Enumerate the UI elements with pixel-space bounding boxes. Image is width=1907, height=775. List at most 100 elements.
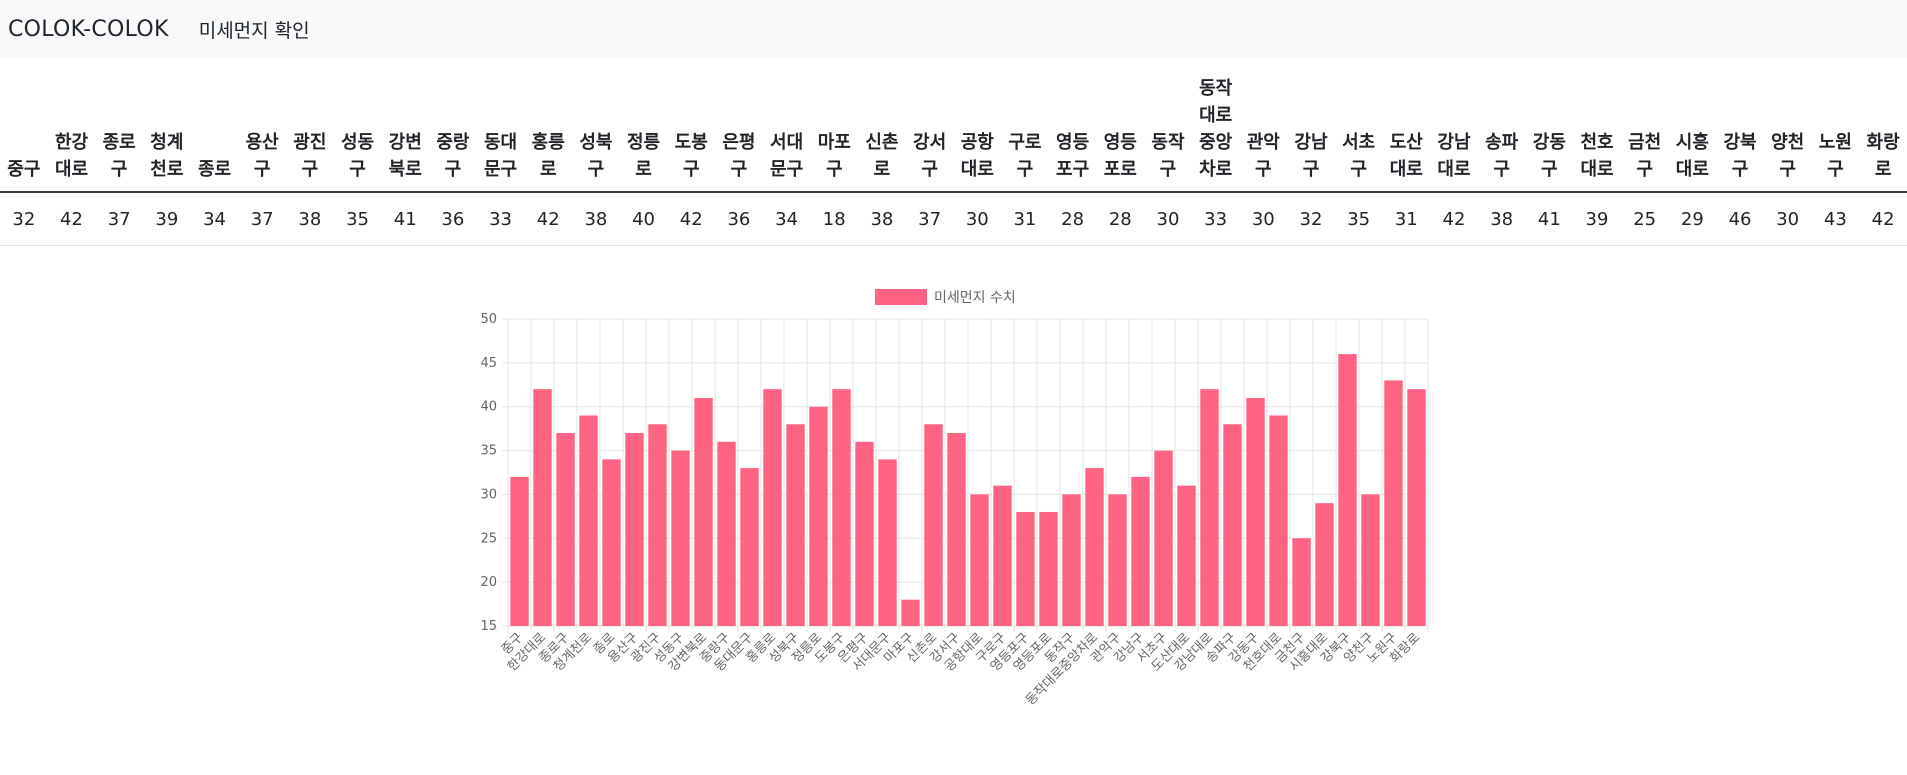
table-cell: 42 [1430,192,1478,246]
y-tick-label: 15 [480,619,497,634]
column-header: 구로구 [1001,58,1049,193]
column-header: 마포구 [810,58,859,193]
table-cell: 25 [1620,192,1669,246]
column-header: 홍릉로 [524,58,573,193]
column-header: 송파구 [1477,58,1526,193]
bar [648,424,667,626]
column-header: 종로구 [95,58,144,193]
bar [1131,476,1150,626]
bar [878,459,897,626]
dust-table-container: 중구 한강대로 종로구 청계천로 종로 용산구 광진구 성동구 강변북로 중랑구 동대문구 홍릉로 성북… [0,58,1907,246]
bar [786,424,805,626]
column-header: 신촌로 [858,58,906,193]
column-header: 강남구 [1287,58,1335,193]
bar [602,459,621,626]
navbar: COLOK-COLOK 미세먼지 확인 [0,0,1907,58]
table-cell: 43 [1811,192,1860,246]
bar [1361,494,1380,626]
column-header: 중랑구 [429,58,477,193]
column-header: 성동구 [333,58,382,193]
column-header: 금천구 [1620,58,1669,193]
bar [1315,503,1334,626]
bar [947,433,966,626]
bar [993,485,1012,626]
y-tick-label: 40 [480,400,497,415]
table-cell: 42 [524,192,573,246]
column-header: 공항대로 [953,58,1002,193]
column-header: 노원구 [1811,58,1860,193]
column-header: 중구 [0,58,48,193]
column-header: 용산구 [238,58,287,193]
bar [901,599,920,626]
column-header: 영등포구 [1048,58,1097,193]
table-cell: 30 [953,192,1002,246]
bar [809,406,828,626]
column-header: 정릉로 [619,58,668,193]
nav-link-dust-check[interactable]: 미세먼지 확인 [198,19,310,42]
bar [671,450,690,626]
table-cell: 28 [1096,192,1145,246]
bar [1085,468,1104,626]
bar [1223,424,1242,626]
bar [740,468,759,626]
y-tick-label: 30 [480,487,497,502]
column-header: 영등포로 [1096,58,1145,193]
table-cell: 33 [1191,192,1240,246]
bar [1154,450,1173,626]
legend-label: 미세먼지 수치 [934,290,1016,306]
column-header: 시흥대로 [1668,58,1717,193]
bar [556,433,575,626]
column-header: 한강대로 [47,58,96,193]
column-header: 동대문구 [476,58,525,193]
brand-link[interactable]: COLOK-COLOK [8,16,169,42]
bar-chart-svg: 미세먼지 수치1520253035404550중구한강대로종로구청계천로종로용산… [480,289,1429,708]
bar [924,424,943,626]
column-header: 강남대로 [1430,58,1478,193]
table-cell: 30 [1144,192,1192,246]
column-header: 천호대로 [1573,58,1621,193]
table-cell: 42 [47,192,96,246]
dust-table: 중구 한강대로 종로구 청계천로 종로 용산구 광진구 성동구 강변북로 중랑구 동대문구 홍릉로 성북… [0,58,1907,246]
table-cell: 37 [238,192,287,246]
table-cell: 31 [1001,192,1049,246]
y-tick-label: 20 [480,575,497,590]
table-row: 32 42 37 39 34 37 38 35 41 36 33 42 38 40 42 36 34 18 38 37… [0,192,1907,246]
bar [1246,397,1265,626]
table-cell: 30 [1239,192,1288,246]
table-cell: 32 [0,192,48,246]
y-tick-label: 25 [480,531,497,546]
bar [1062,494,1081,626]
column-header: 강변북로 [381,58,430,193]
table-cell: 36 [715,192,763,246]
table-cell: 34 [190,192,239,246]
bar [1384,380,1403,626]
bar [533,389,552,626]
table-cell: 34 [762,192,811,246]
bar [579,415,598,626]
y-tick-label: 45 [480,356,497,371]
column-header: 화랑로 [1859,58,1907,193]
table-cell: 30 [1763,192,1812,246]
table-cell: 38 [1477,192,1526,246]
table-cell: 31 [1382,192,1431,246]
column-header: 강서구 [905,58,954,193]
column-header: 동작구 [1144,58,1192,193]
table-cell: 32 [1287,192,1335,246]
bar [970,494,989,626]
column-header: 도봉구 [667,58,716,193]
dust-chart: 미세먼지 수치 15 20 25 30 35 40 45 50 중구 한강대로 종로구 청계천로 종로 용산… [0,282,1907,775]
bar [1039,511,1058,626]
table-cell: 46 [1716,192,1764,246]
column-header: 서대문구 [762,58,811,193]
column-header: 강동구 [1525,58,1574,193]
bar [1016,511,1035,626]
table-cell: 36 [429,192,477,246]
column-header: 동작대로중앙차로 [1191,58,1240,193]
table-cell: 42 [1859,192,1907,246]
bar [1292,538,1311,626]
table-cell: 38 [858,192,906,246]
bar [1269,415,1288,626]
column-header: 성북구 [572,58,620,193]
table-cell: 41 [1525,192,1574,246]
column-header: 종로 [190,58,239,193]
